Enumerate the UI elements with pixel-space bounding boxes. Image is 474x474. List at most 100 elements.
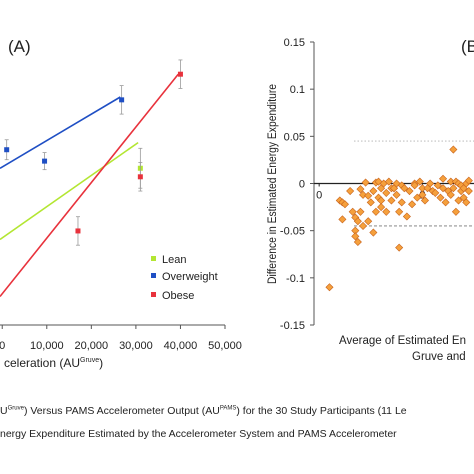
difference-point (338, 215, 347, 224)
data-point-overweight (119, 97, 125, 103)
difference-point (415, 177, 424, 186)
panel-a-x-ticks: 0 10,000 20,000 30,000 40,000 50,000 (0, 325, 242, 352)
panel-b-label: (B (461, 37, 474, 56)
panel-b-y-tick-label: 0 (299, 179, 305, 191)
panel-a-chart: (A) 0 10,000 20,000 30,000 40,000 50,000 Lean… (0, 37, 242, 370)
difference-point (436, 193, 445, 202)
panel-a-x-tick-label: 10,000 (30, 340, 64, 352)
difference-point (449, 145, 458, 154)
panel-a-x-tick-label: 0 (0, 340, 5, 352)
difference-point (446, 190, 455, 199)
caption-line1-sup-gruve: Gruve (7, 405, 24, 412)
panel-a-legend: Lean Overweight Obese (151, 254, 218, 302)
panel-b-y-tick-label: -0.1 (286, 273, 305, 285)
legend-swatch-lean (151, 256, 156, 261)
fit-line-lean (0, 141, 139, 241)
difference-point (464, 187, 473, 196)
difference-point (454, 196, 463, 205)
difference-point (431, 188, 440, 197)
data-point-overweight (4, 147, 10, 153)
difference-point (348, 207, 357, 216)
panel-b-x-tick-label: 0 (316, 190, 322, 202)
panel-b-y-tick-label: -0.15 (280, 320, 305, 332)
difference-point (356, 207, 365, 216)
panel-a-fit-lines (0, 73, 179, 298)
difference-point (382, 188, 391, 197)
difference-point (408, 200, 417, 209)
panel-b-points (325, 145, 473, 292)
data-point-obese (177, 71, 183, 77)
difference-point (439, 184, 448, 193)
caption-line1-sup-pams: PAMS (219, 405, 237, 412)
panel-a-label: (A) (8, 37, 31, 56)
panel-a-x-axis-title-close: ) (99, 356, 103, 370)
difference-point (366, 198, 375, 207)
difference-point (451, 207, 460, 216)
legend-label-lean: Lean (162, 254, 186, 266)
difference-point (371, 207, 380, 216)
legend-swatch-overweight (151, 273, 156, 278)
panel-b-y-tick-label: 0.15 (284, 37, 305, 49)
difference-point (464, 176, 473, 185)
difference-point (359, 221, 368, 230)
panel-b-y-tick-label: -0.05 (280, 226, 305, 238)
difference-point (387, 196, 396, 205)
difference-point (441, 198, 450, 207)
difference-point (346, 187, 355, 196)
fit-line-overweight (0, 96, 121, 169)
difference-point (392, 190, 401, 199)
difference-point (418, 190, 427, 199)
difference-point (364, 217, 373, 226)
difference-point (395, 207, 404, 216)
data-point-obese (75, 228, 81, 234)
panel-a-x-tick-label: 50,000 (208, 340, 242, 352)
panel-b-y-tick-label: 0.05 (284, 131, 305, 143)
difference-point (353, 237, 362, 247)
caption-line1-middle: ) Versus PAMS Accelerometer Output (AU (23, 405, 220, 417)
difference-point (369, 187, 378, 196)
difference-point (413, 193, 422, 202)
figure-caption-line1: UGruve) Versus PAMS Accelerometer Output… (0, 405, 474, 420)
fit-line-obese (0, 73, 179, 298)
panel-a-x-axis-title: celeration (AUGruve) (4, 356, 103, 370)
panel-a-x-tick-label: 40,000 (164, 340, 198, 352)
panel-b-chart: (B 0.150.10.050-0.05-0.1-0.15 02 Differe… (267, 37, 474, 363)
difference-point (433, 181, 442, 190)
difference-point (426, 179, 435, 188)
difference-point (356, 185, 365, 194)
difference-point (325, 283, 334, 292)
difference-point (400, 184, 409, 193)
panel-b-y-tick-label: 0.1 (290, 84, 305, 96)
difference-point (351, 232, 360, 241)
panel-a-x-tick-label: 20,000 (75, 340, 109, 352)
data-point-overweight (42, 158, 48, 164)
data-point-obese (137, 174, 143, 180)
difference-point (402, 212, 411, 221)
panel-b-x-axis-title-line1: Average of Estimated En (339, 335, 466, 347)
difference-point (364, 191, 373, 200)
difference-point (359, 190, 368, 199)
difference-point (369, 228, 378, 237)
difference-point (449, 184, 458, 193)
caption-line1-start: U (0, 405, 8, 417)
panel-a-x-axis-title-sup: Gruve (80, 357, 99, 364)
difference-point (410, 181, 419, 190)
difference-point (353, 217, 362, 226)
legend-swatch-obese (151, 292, 156, 297)
difference-point (439, 174, 448, 183)
panel-a-points (4, 59, 183, 246)
difference-point (384, 177, 393, 186)
caption-line1-end: ) for the 30 Study Participants (11 Le (236, 405, 407, 417)
difference-point (377, 203, 386, 212)
panel-a-x-tick-label: 30,000 (119, 340, 153, 352)
difference-point (462, 198, 471, 207)
panel-b-y-ticks: 0.15 0.1 0.05 0 -0.05 -0.1 -0.15 (280, 37, 314, 332)
difference-point (395, 243, 404, 252)
difference-point (340, 200, 349, 209)
difference-point (397, 198, 406, 207)
difference-point (382, 207, 391, 216)
panel-b-x-axis-title-line2: Gruve and (412, 351, 466, 363)
legend-label-overweight: Overweight (162, 271, 218, 283)
difference-point (405, 187, 414, 196)
panel-b-y-axis-title-line1: Difference in Estimated Energy Expenditu… (267, 84, 279, 284)
